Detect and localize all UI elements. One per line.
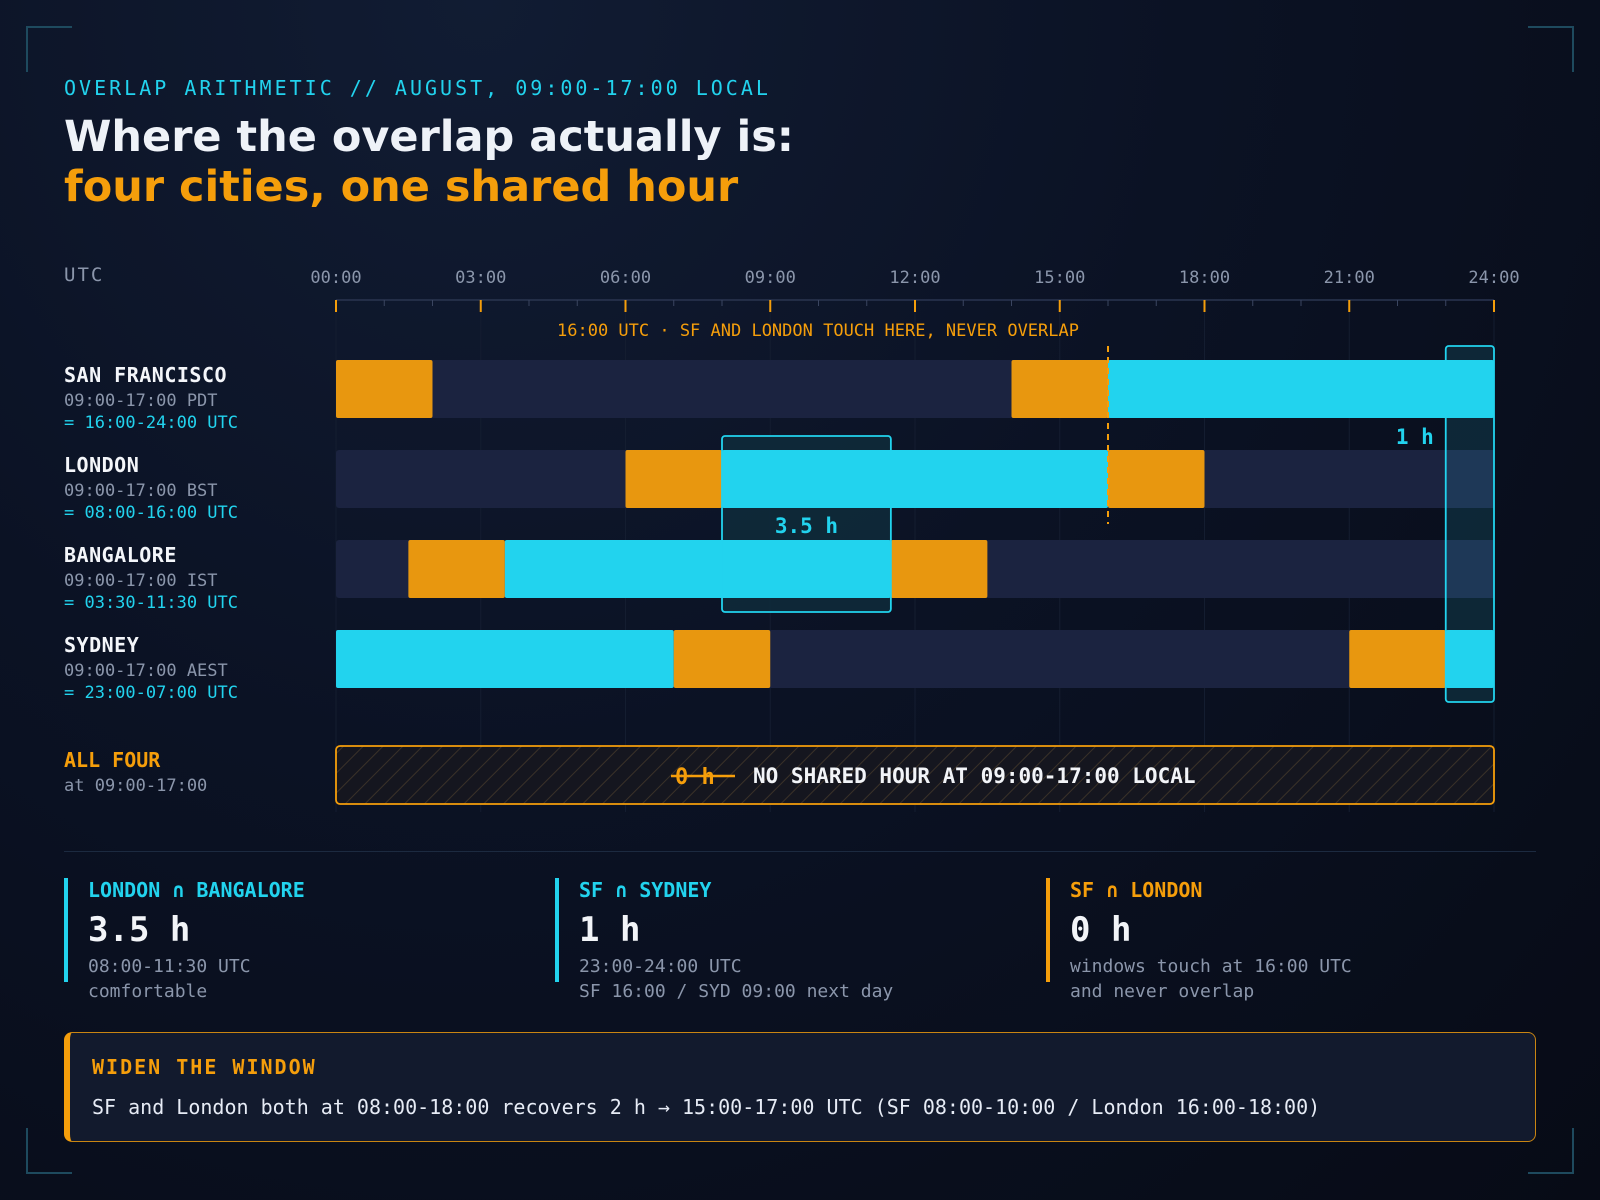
city-utc-hours: = 08:00-16:00 UTC [64, 503, 238, 523]
corner-bracket-top-left [26, 26, 72, 72]
marker-annotation: 16:00 UTC · SF AND LONDON TOUCH HERE, NE… [557, 321, 1079, 341]
page-subtitle: four cities, one shared hour [64, 162, 739, 212]
shoulder-bar [1108, 450, 1205, 508]
card-detail: 08:00-11:30 UTC [88, 956, 251, 977]
card-sf-london: SF ∩ LONDON 0 h windows touch at 16:00 U… [1046, 878, 1506, 1002]
row-label-san-francisco: SAN FRANCISCO 09:00-17:00 PDT = 16:00-24… [64, 363, 238, 433]
card-note: and never overlap [1070, 981, 1255, 1002]
city-name: LONDON [64, 453, 140, 477]
card-detail: 23:00-24:00 UTC [579, 956, 742, 977]
tick-label: 15:00 [1034, 268, 1085, 288]
callout-title: WIDEN THE WINDOW [92, 1055, 317, 1079]
axis-label: UTC [64, 264, 104, 286]
shoulder-bar [1349, 630, 1446, 688]
city-name: BANGALORE [64, 543, 177, 567]
overlap-label: 1 h [1396, 425, 1434, 449]
kicker: OVERLAP ARITHMETIC // AUGUST, 09:00-17:0… [64, 76, 771, 100]
card-london-bangalore: LONDON ∩ BANGALORE 3.5 h 08:00-11:30 UTC… [64, 878, 524, 1002]
callout-text: SF and London both at 08:00-18:00 recove… [92, 1095, 1321, 1119]
shoulder-bar [890, 540, 988, 598]
card-note: SF 16:00 / SYD 09:00 next day [579, 981, 894, 1002]
card-sf-sydney: SF ∩ SYDNEY 1 h 23:00-24:00 UTC SF 16:00… [555, 878, 1015, 1002]
shoulder-bar [673, 630, 771, 688]
tick-label: 06:00 [600, 268, 651, 288]
tick-label: 24:00 [1468, 268, 1519, 288]
card-title: LONDON ∩ BANGALORE [88, 878, 305, 902]
city-name: SYDNEY [64, 633, 140, 657]
all-four-struck-value: 0 h [675, 765, 715, 790]
overlap-outline [1444, 345, 1495, 703]
tick-label: 03:00 [455, 268, 506, 288]
card-value: 3.5 h [88, 910, 191, 950]
all-four-title: ALL FOUR [64, 748, 161, 772]
city-utc-hours: = 03:30-11:30 UTC [64, 593, 238, 613]
tick-label: 21:00 [1324, 268, 1375, 288]
card-title: SF ∩ SYDNEY [579, 878, 712, 902]
overlap-outline [721, 435, 892, 613]
work-window-bar [1445, 630, 1494, 688]
city-utc-hours: = 16:00-24:00 UTC [64, 413, 238, 433]
tick-label: 09:00 [745, 268, 796, 288]
work-window-bar [336, 630, 674, 688]
all-four-sublabel: at 09:00-17:00 [64, 776, 208, 796]
work-window-bar [1108, 360, 1494, 418]
shoulder-bar [408, 540, 505, 598]
page-title: Where the overlap actually is: [64, 112, 794, 162]
card-detail: windows touch at 16:00 UTC [1070, 956, 1352, 977]
tick-label: 00:00 [310, 268, 361, 288]
corner-bracket-bottom-left [26, 1128, 72, 1174]
card-value: 1 h [579, 910, 641, 950]
all-four-message: NO SHARED HOUR AT 09:00-17:00 LOCAL [753, 764, 1196, 788]
corner-bracket-top-right [1528, 26, 1574, 72]
work-window-bar [722, 450, 1108, 508]
shoulder-bar [625, 450, 722, 508]
card-value: 0 h [1070, 910, 1132, 950]
card-title: SF ∩ LONDON [1070, 878, 1203, 902]
city-local-hours: 09:00-17:00 PDT [64, 391, 218, 411]
city-utc-hours: = 23:00-07:00 UTC [64, 683, 238, 703]
row-label-sydney: SYDNEY 09:00-17:00 AEST = 23:00-07:00 UT… [64, 633, 238, 703]
row-label-bangalore: BANGALORE 09:00-17:00 IST = 03:30-11:30 … [64, 543, 238, 613]
overlap-track-tint [1445, 540, 1494, 598]
work-window-bar [504, 540, 891, 598]
corner-bracket-bottom-right [1528, 1128, 1574, 1174]
tick-label: 18:00 [1179, 268, 1230, 288]
overlap-label: 3.5 h [775, 514, 838, 538]
overlap-track-tint [1445, 450, 1494, 508]
all-four-label: ALL FOUR at 09:00-17:00 [64, 748, 207, 796]
section-divider [64, 851, 1536, 852]
row-label-london: LONDON 09:00-17:00 BST = 08:00-16:00 UTC [64, 453, 238, 523]
all-four-bar [335, 745, 1495, 805]
city-local-hours: 09:00-17:00 IST [64, 571, 218, 591]
widen-window-callout: WIDEN THE WINDOW SF and London both at 0… [64, 1032, 1536, 1142]
card-note: comfortable [88, 981, 208, 1002]
shoulder-bar [1011, 360, 1108, 418]
tick-label: 12:00 [889, 268, 940, 288]
shoulder-bar [336, 360, 433, 418]
timeline-chart: UTC 00:00 03:00 06:00 09:00 12:00 15:00 18:00 21… [64, 264, 1520, 812]
city-local-hours: 09:00-17:00 BST [64, 481, 218, 501]
city-local-hours: 09:00-17:00 AEST [64, 661, 228, 681]
city-name: SAN FRANCISCO [64, 363, 228, 387]
